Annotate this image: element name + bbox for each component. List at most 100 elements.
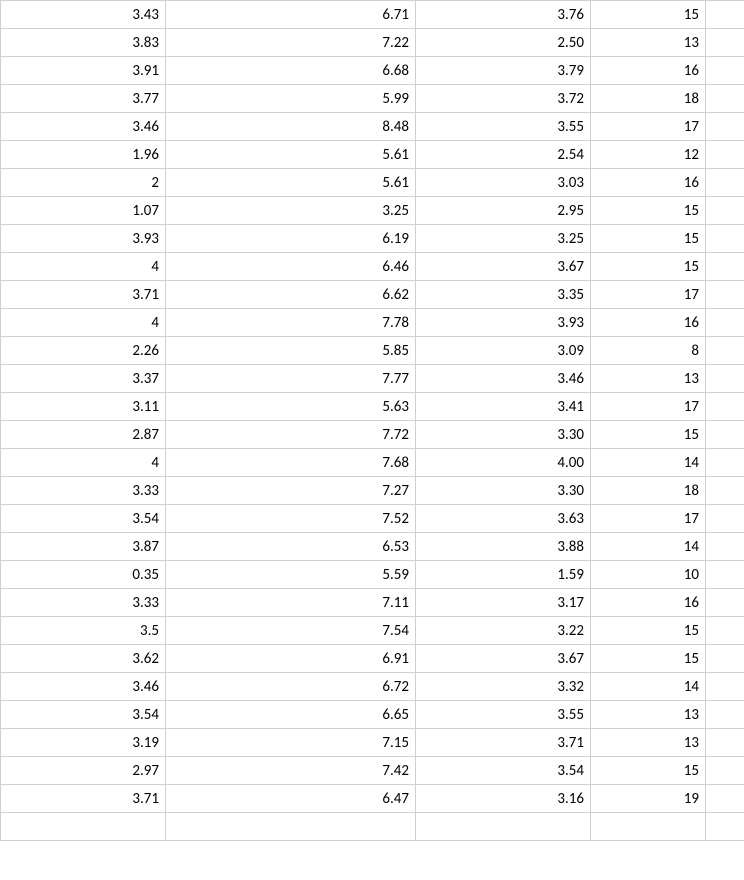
table-cell: 14	[591, 449, 706, 477]
table-row: 3.377.773.4613	[1, 365, 744, 393]
table-cell: 4.00	[416, 449, 591, 477]
table-cell: 7.78	[166, 309, 416, 337]
table-row: 0.355.591.5910	[1, 561, 744, 589]
table-cell: 3.33	[1, 477, 166, 505]
table-cell	[706, 225, 744, 253]
table-cell: 3.35	[416, 281, 591, 309]
table-cell: 15	[591, 421, 706, 449]
table-cell: 3.37	[1, 365, 166, 393]
table-cell	[706, 533, 744, 561]
table-cell: 3.17	[416, 589, 591, 617]
table-cell: 16	[591, 309, 706, 337]
table-cell	[706, 253, 744, 281]
table-cell: 15	[591, 1, 706, 29]
table-cell: 1.59	[416, 561, 591, 589]
table-cell: 7.72	[166, 421, 416, 449]
table-cell: 5.85	[166, 337, 416, 365]
table-cell: 3.41	[416, 393, 591, 421]
table-cell	[706, 85, 744, 113]
table-cell: 4	[1, 309, 166, 337]
table-cell: 16	[591, 589, 706, 617]
table-cell	[706, 337, 744, 365]
table-cell	[706, 813, 744, 841]
table-cell: 3.22	[416, 617, 591, 645]
table-cell: 1.96	[1, 141, 166, 169]
table-cell	[706, 561, 744, 589]
table-row: 46.463.6715	[1, 253, 744, 281]
table-cell: 3.54	[1, 701, 166, 729]
table-cell	[706, 57, 744, 85]
table-cell: 13	[591, 729, 706, 757]
table-cell: 6.65	[166, 701, 416, 729]
table-cell: 13	[591, 365, 706, 393]
table-cell: 14	[591, 673, 706, 701]
table-cell: 3.32	[416, 673, 591, 701]
table-cell: 6.68	[166, 57, 416, 85]
table-cell: 18	[591, 477, 706, 505]
table-row: 3.837.222.5013	[1, 29, 744, 57]
table-cell	[706, 197, 744, 225]
table-row: 3.775.993.7218	[1, 85, 744, 113]
table-cell: 3.46	[1, 673, 166, 701]
table-cell	[706, 1, 744, 29]
table-cell: 3.09	[416, 337, 591, 365]
table-cell: 3.87	[1, 533, 166, 561]
table-cell: 3.71	[416, 729, 591, 757]
table-row: 3.337.113.1716	[1, 589, 744, 617]
table-cell: 6.53	[166, 533, 416, 561]
table-cell: 3.54	[416, 757, 591, 785]
table-cell	[706, 589, 744, 617]
table-cell: 17	[591, 113, 706, 141]
table-row: 3.436.713.7615	[1, 1, 744, 29]
table-cell: 14	[591, 533, 706, 561]
table-cell: 3.88	[416, 533, 591, 561]
table-cell: 3.46	[416, 365, 591, 393]
table-cell: 3.67	[416, 645, 591, 673]
table-row: 3.466.723.3214	[1, 673, 744, 701]
table-row	[1, 813, 744, 841]
table-row: 3.626.913.6715	[1, 645, 744, 673]
table-cell	[706, 785, 744, 813]
table-cell	[706, 393, 744, 421]
table-cell: 15	[591, 197, 706, 225]
table-cell: 7.42	[166, 757, 416, 785]
table-cell	[706, 505, 744, 533]
table-row: 47.783.9316	[1, 309, 744, 337]
table-cell: 13	[591, 701, 706, 729]
table-row: 3.115.633.4117	[1, 393, 744, 421]
table-cell: 4	[1, 449, 166, 477]
table-row: 1.965.612.5412	[1, 141, 744, 169]
table-cell: 3.55	[416, 701, 591, 729]
table-row: 2.977.423.5415	[1, 757, 744, 785]
table-cell: 13	[591, 29, 706, 57]
table-row: 3.936.193.2515	[1, 225, 744, 253]
table-row: 3.57.543.2215	[1, 617, 744, 645]
table-cell	[706, 645, 744, 673]
table-cell	[706, 673, 744, 701]
table-row: 3.547.523.6317	[1, 505, 744, 533]
table-cell	[706, 281, 744, 309]
table-row: 3.716.623.3517	[1, 281, 744, 309]
table-row: 3.197.153.7113	[1, 729, 744, 757]
table-cell	[706, 169, 744, 197]
table-cell: 17	[591, 393, 706, 421]
table-cell: 0.35	[1, 561, 166, 589]
table-cell: 2	[1, 169, 166, 197]
table-cell: 3.93	[1, 225, 166, 253]
table-cell: 2.87	[1, 421, 166, 449]
table-row: 3.468.483.5517	[1, 113, 744, 141]
table-cell: 3.11	[1, 393, 166, 421]
table-cell: 5.99	[166, 85, 416, 113]
table-cell: 3.67	[416, 253, 591, 281]
table-cell: 3.79	[416, 57, 591, 85]
table-cell	[706, 421, 744, 449]
table-cell: 15	[591, 253, 706, 281]
table-cell: 7.54	[166, 617, 416, 645]
table-row: 47.684.0014	[1, 449, 744, 477]
table-cell	[706, 113, 744, 141]
table-cell	[706, 477, 744, 505]
table-cell: 2.26	[1, 337, 166, 365]
table-row: 3.337.273.3018	[1, 477, 744, 505]
table-cell: 3.55	[416, 113, 591, 141]
table-cell: 3.5	[1, 617, 166, 645]
